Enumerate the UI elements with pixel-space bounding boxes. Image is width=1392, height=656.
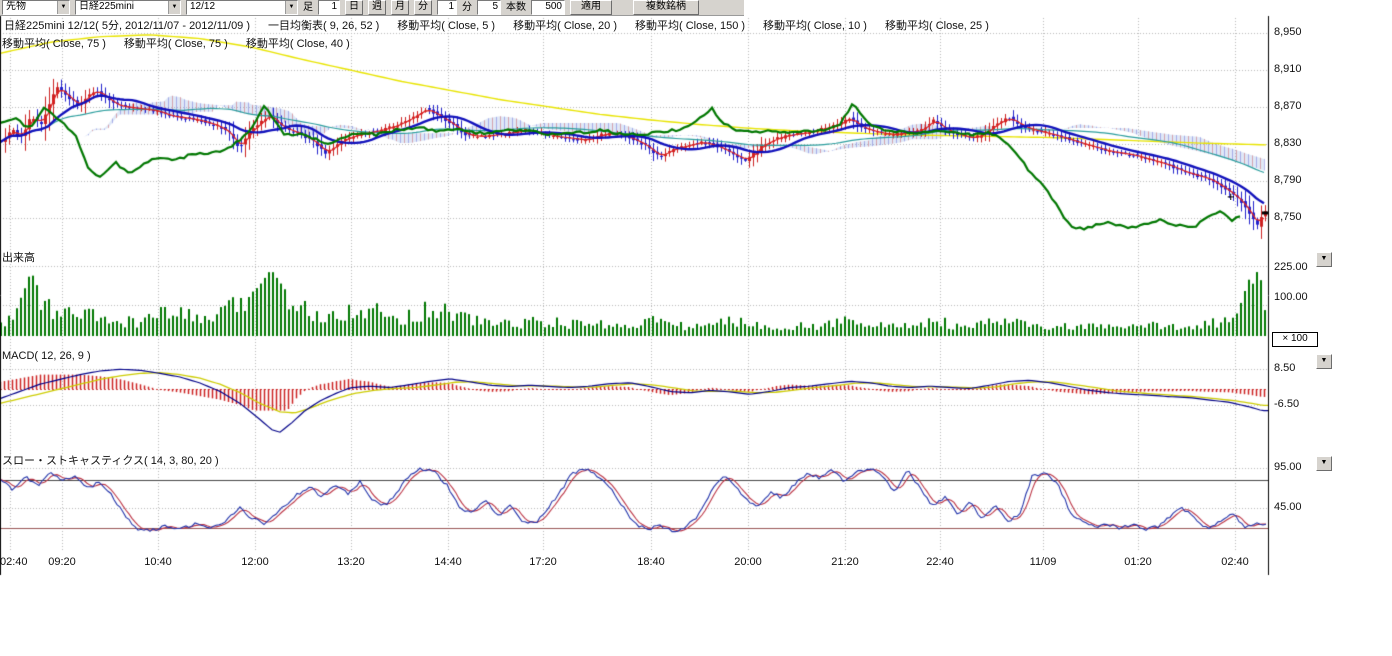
time-axis-label: 02:40 xyxy=(0,556,28,568)
chart-title: 日経225mini 12/12( 5分, 2012/11/07 - 2012/1… xyxy=(4,17,250,33)
indicator-label-ma5: 移動平均( Close, 5 ) xyxy=(397,17,495,33)
period-month-button[interactable]: 月 xyxy=(391,0,409,15)
contract-value: 12/12 xyxy=(187,1,285,14)
stochastics-panel-label: スロー・ストキャスティクス( 14, 3, 80, 20 ) xyxy=(2,452,219,468)
time-axis-label: 14:40 xyxy=(434,556,462,568)
volume-multiplier-box: × 100 xyxy=(1272,332,1318,347)
chevron-down-icon[interactable]: ▼ xyxy=(57,1,69,14)
time-axis-label: 20:00 xyxy=(734,556,762,568)
y-axis-tick-label: 225.00 xyxy=(1274,261,1308,273)
indicator-label-ma75-b: 移動平均( Close, 75 ) xyxy=(124,35,228,51)
time-axis-label: 13:20 xyxy=(337,556,365,568)
y-axis-tick-label: 8,910 xyxy=(1274,63,1302,75)
chart-legend-line2: 移動平均( Close, 75 ) 移動平均( Close, 75 ) 移動平均… xyxy=(2,35,350,51)
y-axis-tick-label: 100.00 xyxy=(1274,291,1308,303)
period-week-button[interactable]: 週 xyxy=(368,0,386,15)
period-minute-button[interactable]: 分 xyxy=(414,0,432,15)
chevron-down-icon[interactable]: ▼ xyxy=(168,1,180,14)
macd-panel-label: MACD( 12, 26, 9 ) xyxy=(2,350,91,362)
indicator-label-ichimoku: 一目均衡表( 9, 26, 52 ) xyxy=(268,17,379,33)
y-axis-tick-label: -6.50 xyxy=(1274,398,1299,410)
time-axis-label: 09:20 xyxy=(48,556,76,568)
y-axis-tick-label: 8,950 xyxy=(1274,26,1302,38)
time-axis-label: 11/09 xyxy=(1030,556,1057,568)
bar-value-input[interactable]: 1 xyxy=(318,0,340,15)
volume-panel-label: 出来高 xyxy=(2,249,35,265)
time-axis-label: 10:40 xyxy=(144,556,172,568)
indicator-label-ma75-a: 移動平均( Close, 75 ) xyxy=(2,35,106,51)
minute-value-input[interactable]: 5 xyxy=(477,0,501,15)
chart-canvas[interactable] xyxy=(0,0,1392,656)
y-axis-tick-label: 45.00 xyxy=(1274,501,1302,513)
time-axis-label: 12:00 xyxy=(241,556,269,568)
time-axis-label: 21:20 xyxy=(831,556,859,568)
y-axis-tick-label: 8.50 xyxy=(1274,362,1295,374)
contract-dropdown[interactable]: 12/12 ▼ xyxy=(186,0,298,15)
bar-count-label: 本数 xyxy=(506,1,526,14)
apply-button[interactable]: 適用 xyxy=(570,0,612,15)
minute-label: 分 xyxy=(462,1,472,14)
time-axis-label: 22:40 xyxy=(926,556,954,568)
stochastics-panel-scroll-down-button[interactable]: ▼ xyxy=(1316,456,1332,471)
crosshair-marker: + xyxy=(1227,189,1235,204)
toolbar: 先物 ▼ 日経225mini ▼ 12/12 ▼ 足 1 日 週 月 分 1 分… xyxy=(0,0,744,16)
y-axis-tick-label: 8,750 xyxy=(1274,211,1302,223)
time-axis-label: 17:20 xyxy=(529,556,557,568)
time-axis-label: 01:20 xyxy=(1124,556,1152,568)
symbol-dropdown[interactable]: 日経225mini ▼ xyxy=(75,0,181,15)
chart-legend-line1: 日経225mini 12/12( 5分, 2012/11/07 - 2012/1… xyxy=(4,17,989,33)
y-axis-tick-label: 8,830 xyxy=(1274,137,1302,149)
time-axis-label: 18:40 xyxy=(637,556,665,568)
indicator-label-ma40: 移動平均( Close, 40 ) xyxy=(246,35,350,51)
chart-application-window: 先物 ▼ 日経225mini ▼ 12/12 ▼ 足 1 日 週 月 分 1 分… xyxy=(0,0,1392,656)
time-axis-label: 02:40 xyxy=(1221,556,1249,568)
period-day-button[interactable]: 日 xyxy=(345,0,363,15)
volume-panel-scroll-down-button[interactable]: ▼ xyxy=(1316,252,1332,267)
instrument-type-dropdown[interactable]: 先物 ▼ xyxy=(2,0,70,15)
y-axis-tick-label: 95.00 xyxy=(1274,461,1302,473)
indicator-label-ma25: 移動平均( Close, 25 ) xyxy=(885,17,989,33)
indicator-label-ma10: 移動平均( Close, 10 ) xyxy=(763,17,867,33)
multi-symbol-button[interactable]: 複数銘柄 xyxy=(633,0,699,15)
y-axis-tick-label: 8,870 xyxy=(1274,100,1302,112)
bar-type-label: 足 xyxy=(303,1,313,14)
indicator-label-ma20: 移動平均( Close, 20 ) xyxy=(513,17,617,33)
symbol-value: 日経225mini xyxy=(76,1,168,14)
chevron-down-icon[interactable]: ▼ xyxy=(285,1,297,14)
instrument-type-value: 先物 xyxy=(3,1,57,14)
indicator-label-ma150: 移動平均( Close, 150 ) xyxy=(635,17,745,33)
bar-count-input[interactable]: 500 xyxy=(531,0,565,15)
y-axis-tick-label: 8,790 xyxy=(1274,174,1302,186)
interval-value-input[interactable]: 1 xyxy=(437,0,457,15)
macd-panel-scroll-down-button[interactable]: ▼ xyxy=(1316,354,1332,369)
